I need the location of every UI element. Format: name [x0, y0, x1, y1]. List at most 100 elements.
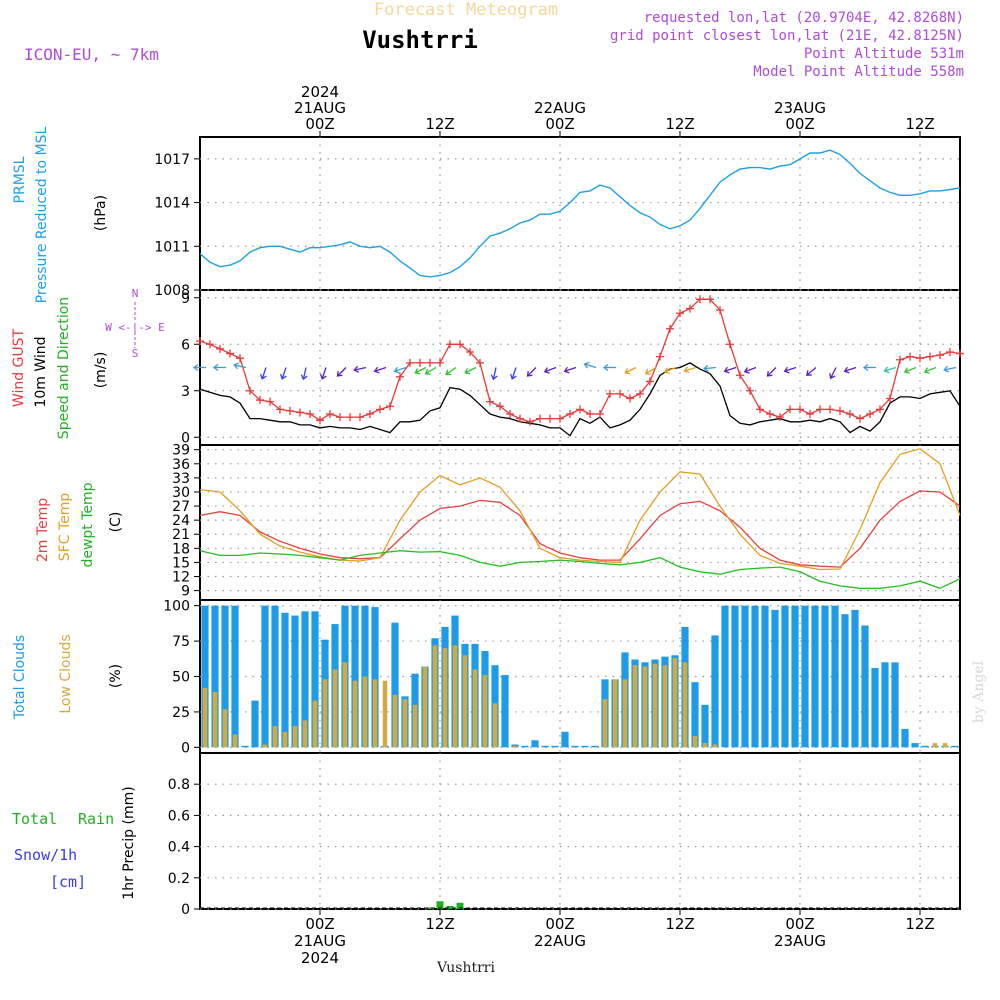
- wind-label: 10m Wind: [33, 336, 49, 407]
- compass-south: S: [132, 347, 139, 360]
- low-cloud-bar: [622, 679, 628, 748]
- station-title: Vushtrri: [362, 26, 478, 54]
- gust-marker: [376, 405, 384, 414]
- wind-direction-arrow: [373, 366, 387, 374]
- total-cloud-bar: [521, 745, 529, 748]
- top-time-label: 21AUG: [294, 99, 346, 117]
- gust-marker: [436, 358, 444, 367]
- gust-marker: [826, 405, 834, 414]
- low-cloud-bar: [932, 743, 938, 748]
- y-tick-label: 18: [172, 541, 190, 557]
- bottom-time-label: 22AUG: [534, 932, 586, 950]
- dewpt-label: dewpt Temp: [80, 482, 96, 567]
- y-tick-label: 1011: [154, 239, 190, 255]
- bottom-time-label: 23AUG: [774, 932, 826, 950]
- gust-marker: [916, 354, 924, 363]
- low-cloud-bar: [632, 665, 638, 748]
- bottom-time-label: 00Z: [305, 915, 334, 933]
- pressure-label-2: Pressure Reduced to MSL: [34, 126, 50, 303]
- gust-marker: [876, 405, 884, 414]
- dewpt-line: [199, 550, 961, 590]
- gust-marker: [596, 410, 604, 418]
- wind-direction-arrow: [336, 367, 347, 377]
- y-tick-label: 0.6: [168, 808, 190, 824]
- bottom-time-label: 12Z: [425, 915, 454, 933]
- gust-marker: [606, 389, 614, 398]
- total-cloud-bar: [871, 668, 879, 748]
- low-cloud-bar: [702, 743, 708, 748]
- wind-direction-arrow: [510, 367, 517, 380]
- app-title: Forecast Meteogram: [374, 0, 558, 20]
- low-cloud-bar: [492, 703, 498, 748]
- low-cloud-bar: [662, 665, 668, 748]
- total-cloud-bar: [861, 625, 869, 748]
- top-time-label: 23AUG: [774, 99, 826, 117]
- gust-marker: [496, 402, 504, 411]
- panel-frame-4: [199, 752, 961, 910]
- wind-direction-arrow: [445, 366, 457, 376]
- low-cloud-bar: [292, 726, 298, 748]
- total-cloud-bar: [311, 611, 319, 748]
- wind-direction-arrow: [490, 367, 498, 381]
- gust-marker: [236, 354, 244, 363]
- gust-marker: [406, 358, 414, 367]
- low-cloud-bar: [362, 676, 368, 748]
- gust-marker: [526, 417, 534, 426]
- low-cloud-bar: [422, 666, 428, 748]
- total-cloud-bar: [201, 605, 209, 748]
- gust-marker: [246, 386, 254, 395]
- total-label: Total: [12, 810, 57, 828]
- low-cloud-bar: [372, 679, 378, 748]
- wind-direction-arrow: [602, 363, 616, 372]
- wind-direction-arrow: [192, 363, 206, 372]
- top-time-label: 22AUG: [534, 99, 586, 117]
- low-cloud-bar: [462, 655, 468, 748]
- compass-west-east: W <-|-> E: [105, 321, 165, 334]
- direction-label: Speed and Direction: [56, 297, 72, 439]
- gust-marker: [306, 410, 314, 418]
- wind-direction-arrow: [923, 366, 937, 374]
- total-cloud-bar: [261, 605, 269, 748]
- y-tick-label: 100: [163, 599, 190, 615]
- top-time-label: 00Z: [785, 115, 814, 133]
- pressure-unit: (hPa): [93, 195, 109, 231]
- wind-direction-arrow: [414, 366, 427, 375]
- total-cloud-bar: [811, 605, 819, 748]
- wind-direction-arrow: [563, 366, 577, 374]
- gust-marker: [286, 406, 294, 415]
- rain-bar: [426, 907, 434, 909]
- y-tick-label: 0.4: [168, 840, 190, 856]
- gust-label: Wind GUST: [11, 328, 27, 407]
- tsfc-label: SFC Temp: [57, 493, 73, 562]
- total-cloud-bar: [581, 745, 589, 748]
- y-tick-label: 3: [181, 384, 190, 400]
- wind-direction-arrow: [903, 366, 917, 374]
- total-cloud-bar: [741, 605, 749, 748]
- gust-marker: [386, 402, 394, 411]
- rain-bar: [446, 905, 454, 909]
- temp-unit: (C): [108, 512, 124, 533]
- low-cloud-bar: [712, 744, 718, 748]
- wind-direction-arrow: [663, 366, 677, 374]
- precip-unit: 1hr Precip (mm): [121, 786, 137, 899]
- wind-direction-arrow: [353, 365, 367, 373]
- y-tick-labels: 1008101110141017036991215182124273033363…: [154, 152, 190, 918]
- gust-marker: [726, 340, 734, 349]
- low-cloud-bar: [392, 694, 398, 748]
- total-cloud-bar: [561, 731, 569, 748]
- gust-marker: [256, 396, 264, 405]
- y-tick-label: 39: [172, 443, 190, 459]
- gust-marker: [816, 405, 824, 414]
- bottom-time-label: 00Z: [545, 915, 574, 933]
- low-cloud-bar: [302, 720, 308, 748]
- low-cloud-bar: [452, 645, 458, 748]
- requested-coords: requested lon,lat (20.9704E, 42.8268N): [644, 10, 964, 26]
- t2m-line: [199, 490, 961, 568]
- gust-marker: [556, 414, 564, 423]
- gust-marker: [336, 413, 344, 422]
- total-cloud-bar: [801, 605, 809, 748]
- y-tick-label: 27: [172, 499, 190, 515]
- low-cloud-bar: [472, 669, 478, 748]
- total-cloud-bar: [891, 662, 899, 748]
